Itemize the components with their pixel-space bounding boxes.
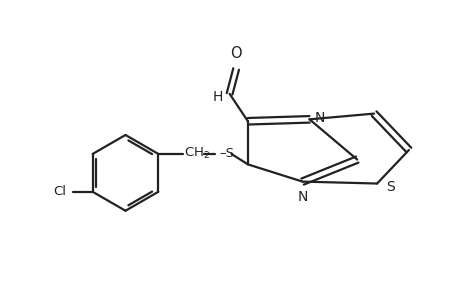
Text: H: H bbox=[212, 90, 223, 104]
Text: O: O bbox=[230, 46, 241, 61]
Text: CH$_2$: CH$_2$ bbox=[184, 146, 210, 161]
Text: S: S bbox=[386, 180, 394, 194]
Text: N: N bbox=[297, 190, 307, 204]
Text: Cl: Cl bbox=[53, 185, 67, 198]
Text: –S: –S bbox=[219, 147, 234, 161]
Text: N: N bbox=[314, 111, 325, 125]
